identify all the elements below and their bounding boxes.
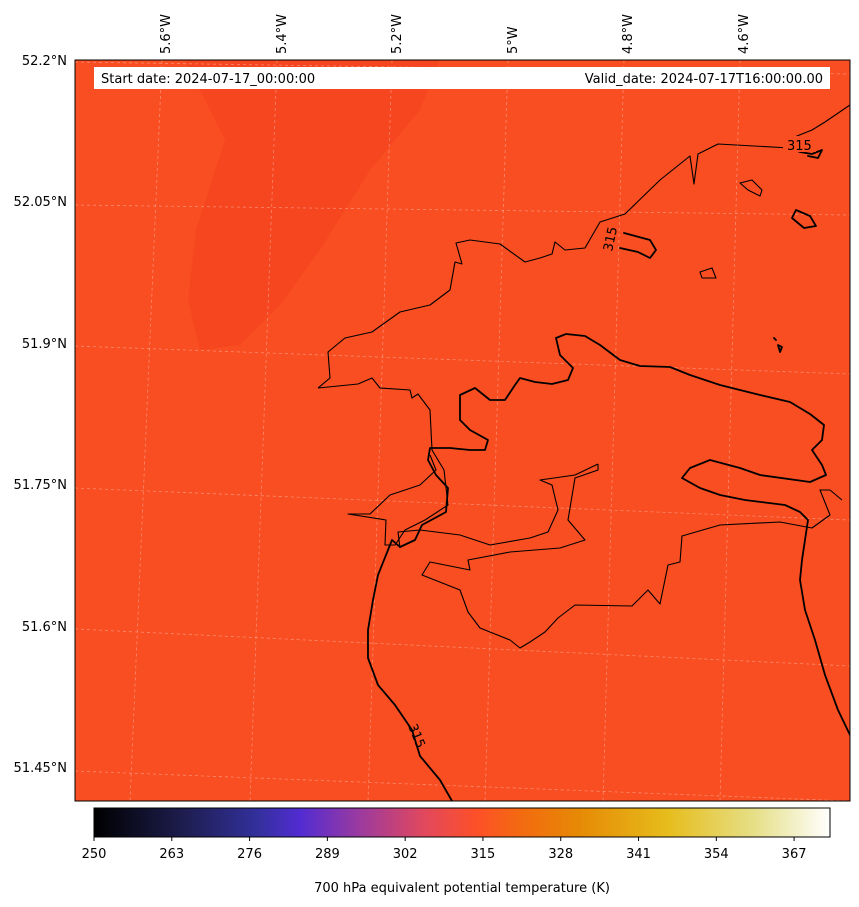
colorbar-ticks: 250 263 276 289 302 315 328 341 354 367 <box>82 837 807 862</box>
colorbar-tick-label: 276 <box>237 847 262 862</box>
start-date: Start date: 2024-07-17_00:00:00 <box>101 72 315 87</box>
contour-label-northeast: 315 <box>787 139 812 154</box>
contour-label-north: 315 <box>601 225 621 252</box>
contours-315 <box>367 147 850 801</box>
colorbar-tick-label: 263 <box>159 847 184 862</box>
gridlines <box>75 60 850 801</box>
contour-labels: 315 315 315 <box>404 136 816 751</box>
coastlines <box>317 104 850 649</box>
colorbar-tick-label: 302 <box>393 847 418 862</box>
lon-label-3: 5.2°W <box>390 14 405 54</box>
longitude-labels: 5.6°W 5.4°W 5.2°W 5°W 4.8°W 4.6°W <box>159 14 752 54</box>
lat-label-5: 51.6°N <box>22 620 67 635</box>
colorbar-tick-label: 367 <box>782 847 807 862</box>
lon-label-4: 5°W <box>506 26 521 54</box>
temperature-field <box>75 60 850 801</box>
cooler-tongue <box>185 60 440 350</box>
colorbar-tick-label: 315 <box>471 847 496 862</box>
colorbar-tick-label: 341 <box>626 847 651 862</box>
lat-label-1: 52.2°N <box>22 54 67 69</box>
colorbar-tick-label: 250 <box>82 847 107 862</box>
map-area: 315 315 315 <box>75 60 850 801</box>
lat-label-3: 51.9°N <box>22 337 67 352</box>
map-frame <box>74 59 851 802</box>
lat-label-6: 51.45°N <box>14 761 67 776</box>
latitude-labels: 52.2°N 52.05°N 51.9°N 51.75°N 51.6°N 51.… <box>14 54 67 776</box>
lon-label-1: 5.6°W <box>159 14 174 54</box>
colorbar-gradient <box>93 807 831 838</box>
colorbar-tick-label: 354 <box>704 847 729 862</box>
colorbar-tick-label: 328 <box>548 847 573 862</box>
colorbar-label: 700 hPa equivalent potential temperature… <box>314 881 610 896</box>
lat-label-2: 52.05°N <box>14 195 67 210</box>
lat-label-4: 51.75°N <box>14 478 67 493</box>
lon-label-2: 5.4°W <box>275 14 290 54</box>
colorbar-tick-label: 289 <box>315 847 340 862</box>
lon-label-5: 4.8°W <box>621 14 636 54</box>
lon-label-6: 4.6°W <box>737 14 752 54</box>
date-info-box: Start date: 2024-07-17_00:00:00 Valid_da… <box>94 67 830 89</box>
valid-date: Valid_date: 2024-07-17T16:00:00.00 <box>585 72 823 87</box>
colorbar: 250 263 276 289 302 315 328 341 354 367 700 hPa e… <box>82 807 831 896</box>
